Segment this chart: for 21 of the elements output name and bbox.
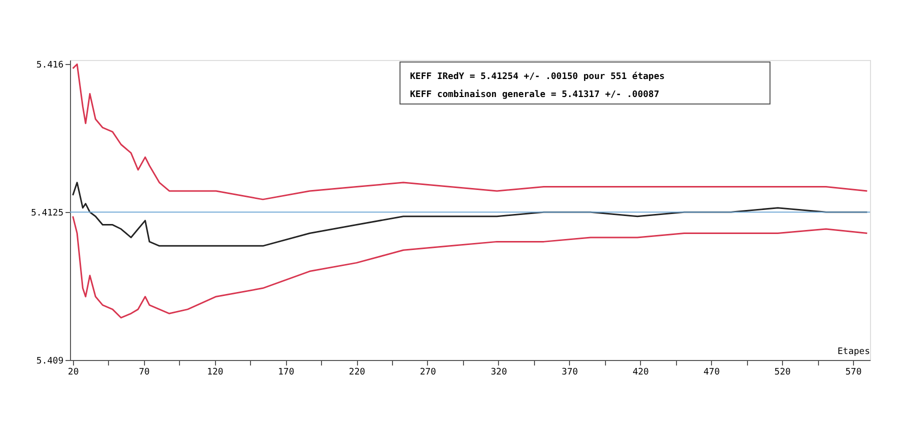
y-tick-label: 5.409 xyxy=(36,356,64,366)
x-tick-label: 570 xyxy=(845,368,862,378)
y-tick-label: 5.416 xyxy=(36,60,64,71)
x-tick-label: 20 xyxy=(68,368,79,378)
line-series xyxy=(72,182,868,247)
x-tick-label: 270 xyxy=(420,368,436,378)
x-tick-label: 220 xyxy=(348,368,366,378)
x-tick-label: 120 xyxy=(207,368,224,378)
y-tick-label: 5.4125 xyxy=(30,208,64,219)
x-axis-title: Etapes xyxy=(837,347,870,357)
x-tick-label: 520 xyxy=(774,368,791,378)
x-tick-label: 470 xyxy=(704,368,720,378)
x-tick-label: 70 xyxy=(138,368,150,378)
x-tick-label: 370 xyxy=(562,368,578,378)
x-tick-label: 320 xyxy=(490,368,507,378)
line-series xyxy=(72,216,868,318)
line-series xyxy=(72,63,868,200)
x-tick-label: 420 xyxy=(632,368,649,378)
annotation: KEFF combinaison generale = 5.41317 +/- .00087 xyxy=(410,89,660,100)
annotation: KEFF IRedY = 5.41254 +/- .00150 pour 551 étapes xyxy=(410,71,665,82)
x-tick-label: 170 xyxy=(278,368,294,378)
